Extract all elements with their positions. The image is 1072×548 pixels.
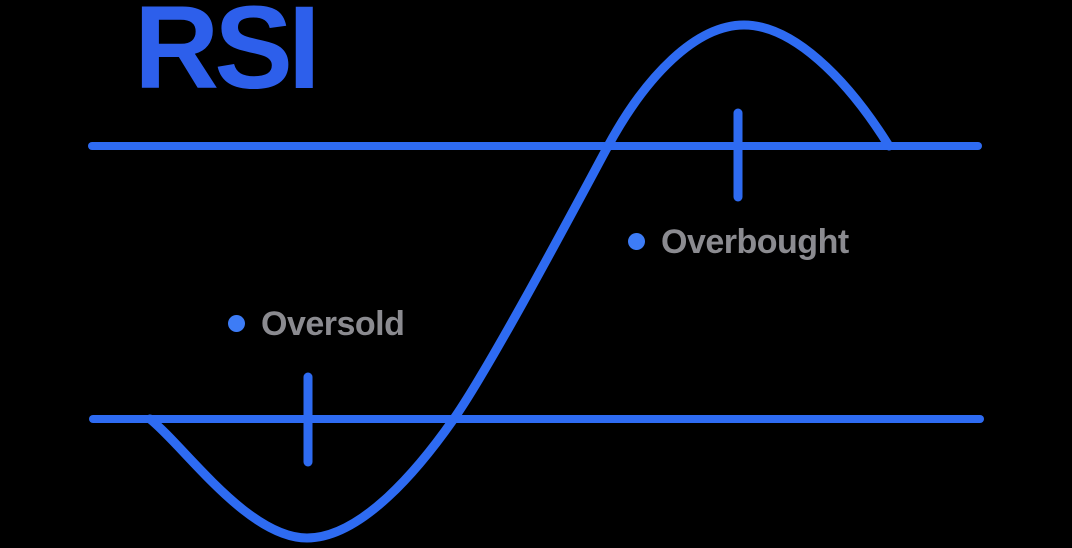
oversold-label-text: Oversold xyxy=(261,304,405,343)
oversold-dot-icon xyxy=(228,315,245,332)
page-title: RSI xyxy=(134,0,321,114)
overbought-label: Overbought xyxy=(628,222,849,261)
oversold-label: Oversold xyxy=(228,304,405,343)
rsi-curve xyxy=(145,20,894,543)
overbought-label-text: Overbought xyxy=(661,222,849,261)
overbought-dot-icon xyxy=(628,233,645,250)
